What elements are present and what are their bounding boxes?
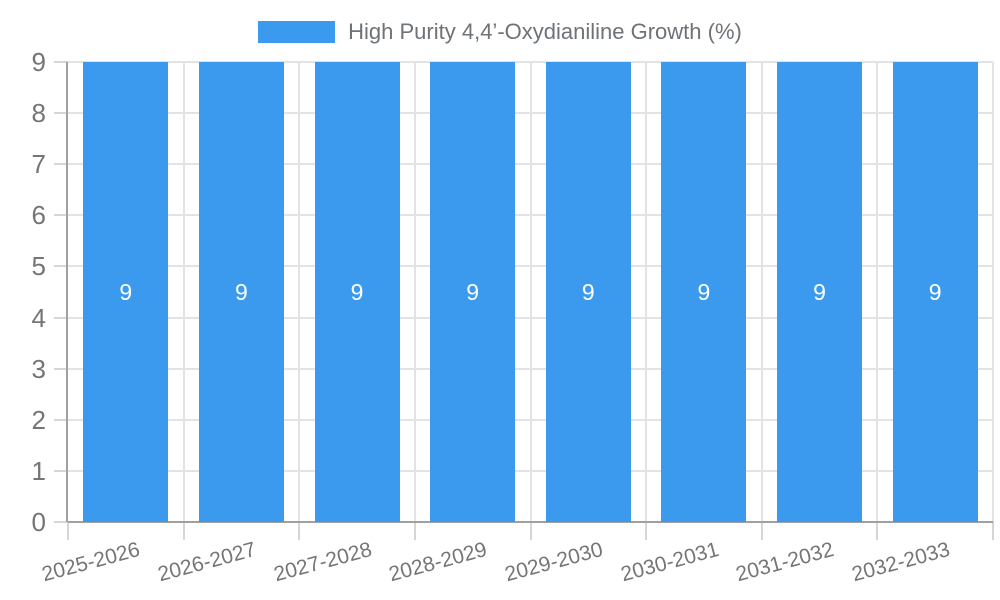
x-axis-tick-mark bbox=[992, 522, 994, 540]
y-axis-tick-mark bbox=[54, 316, 68, 319]
bar-value-label: 9 bbox=[235, 279, 248, 305]
y-axis-tick-mark bbox=[54, 521, 68, 523]
bar-value-label: 9 bbox=[466, 279, 480, 305]
bar[interactable]: 9 bbox=[545, 62, 631, 522]
y-axis-tick-label: 7 bbox=[31, 149, 46, 180]
y-axis-tick-mark bbox=[54, 418, 68, 421]
bar[interactable]: 9 bbox=[198, 62, 284, 522]
x-axis-tick-mark bbox=[298, 522, 301, 540]
x-axis-tick-label: 2027-2028 bbox=[271, 538, 375, 587]
gridline-vertical bbox=[760, 62, 763, 522]
bar-value-label: 9 bbox=[119, 279, 133, 305]
y-axis-tick-mark bbox=[54, 265, 68, 268]
bar-value-label: 9 bbox=[581, 279, 595, 305]
bar[interactable]: 9 bbox=[661, 62, 747, 522]
bar[interactable]: 9 bbox=[314, 62, 400, 522]
x-axis-tick-label: 2026-2027 bbox=[155, 538, 259, 587]
x-axis-tick-label: 2031-2032 bbox=[733, 538, 837, 587]
y-axis-tick-mark bbox=[54, 367, 68, 370]
y-axis-tick-label: 5 bbox=[31, 251, 46, 282]
gridline-vertical bbox=[529, 62, 532, 522]
y-axis-tick-label: 9 bbox=[31, 47, 46, 77]
bar[interactable]: 9 bbox=[430, 62, 516, 522]
y-axis-tick-label: 1 bbox=[31, 455, 46, 486]
gridline-vertical bbox=[645, 62, 648, 522]
x-axis-tick-label: 2028-2029 bbox=[386, 538, 490, 587]
bar-value-label: 9 bbox=[813, 279, 826, 305]
gridline-vertical bbox=[413, 62, 416, 522]
x-axis-tick-mark bbox=[413, 522, 416, 540]
y-axis-line bbox=[66, 62, 68, 522]
y-axis-tick-mark bbox=[54, 469, 68, 472]
x-axis-tick-label: 2025-2026 bbox=[39, 538, 143, 587]
y-axis-tick-mark bbox=[54, 163, 68, 166]
legend-swatch bbox=[258, 21, 336, 43]
legend-label: High Purity 4,4’-Oxydianiline Growth (%) bbox=[348, 19, 742, 44]
gridline-vertical bbox=[182, 62, 185, 522]
bar-value-label: 9 bbox=[928, 279, 942, 305]
x-axis-tick-label: 2030-2031 bbox=[617, 538, 721, 587]
x-axis-tick-label: 2032-2033 bbox=[849, 538, 953, 587]
bar-value-label: 9 bbox=[350, 279, 364, 305]
bar[interactable]: 9 bbox=[892, 62, 978, 522]
bar[interactable]: 9 bbox=[777, 62, 863, 522]
x-axis-tick-label: 2029-2030 bbox=[502, 538, 606, 587]
y-axis-tick-label: 3 bbox=[31, 353, 46, 384]
chart-legend: High Purity 4,4’-Oxydianiline Growth (%) bbox=[0, 19, 1000, 45]
y-axis-tick-label: 6 bbox=[31, 200, 46, 231]
gridline-vertical bbox=[876, 62, 879, 522]
gridline-vertical bbox=[298, 62, 301, 522]
y-axis-tick-label: 8 bbox=[31, 98, 46, 129]
y-axis-tick-label: 0 bbox=[31, 507, 46, 537]
x-axis-tick-mark bbox=[529, 522, 532, 540]
y-axis-tick-mark bbox=[54, 61, 68, 63]
y-axis-tick-mark bbox=[54, 214, 68, 217]
x-axis-tick-mark bbox=[645, 522, 648, 540]
y-axis-tick-label: 2 bbox=[31, 404, 46, 435]
bar-value-label: 9 bbox=[697, 279, 711, 305]
x-axis-tick-mark bbox=[182, 522, 185, 540]
x-axis-tick-mark bbox=[760, 522, 763, 540]
gridline-vertical bbox=[992, 62, 994, 522]
y-axis-tick-mark bbox=[54, 112, 68, 115]
x-axis-line bbox=[68, 521, 993, 523]
x-axis-tick-mark bbox=[876, 522, 879, 540]
x-axis-tick-mark bbox=[67, 522, 69, 540]
bar[interactable]: 9 bbox=[83, 62, 169, 522]
legend-item[interactable]: High Purity 4,4’-Oxydianiline Growth (%) bbox=[258, 19, 742, 45]
y-axis-tick-label: 4 bbox=[31, 302, 46, 333]
